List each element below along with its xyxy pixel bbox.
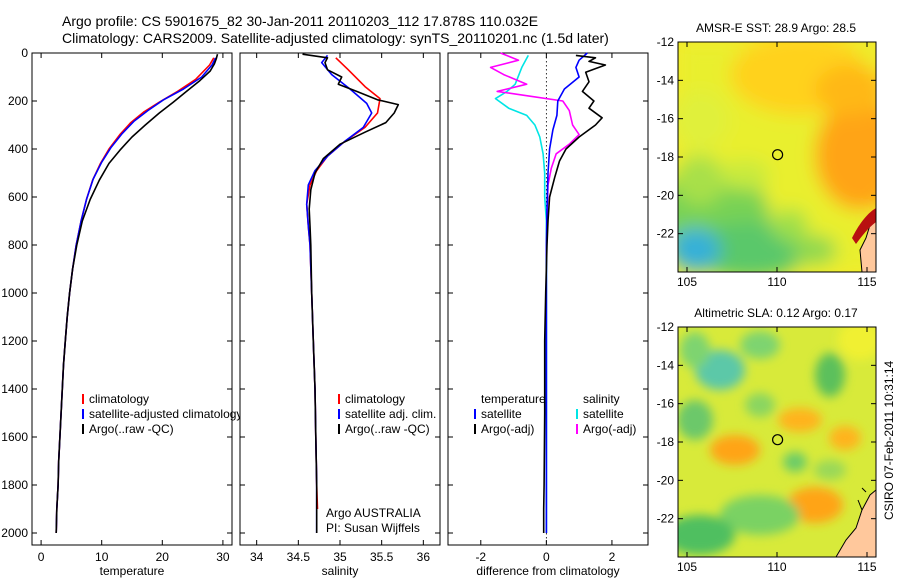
temperature-ytick-label: 2000: [1, 526, 28, 540]
difference-plot-frame: [447, 52, 649, 546]
sla-map-xtick-label: 105: [677, 560, 697, 574]
difference-series-salinity-argo-adj-: [489, 52, 580, 258]
sla-map-ticks: 105 110 115 -12 -14 -16 -18 -20 -22: [657, 320, 877, 574]
sla-map: Altimetric SLA: 0.12 Argo: 0.17: [657, 306, 877, 574]
difference-salinity-legend-label: salinity: [583, 392, 620, 406]
sst-map-ytick-label: -12: [657, 35, 675, 49]
sla-map-ytick-label: -14: [657, 358, 675, 372]
sla-map-ytick-label: -16: [657, 397, 675, 411]
temperature-series-argo-raw-qc-: [55, 53, 219, 534]
sst-float-marker: [771, 149, 784, 161]
difference-salinity-legend-label: satellite: [583, 407, 624, 421]
temperature-ytick-label: 1800: [1, 478, 28, 492]
pi-annotation: PI: Susan Wijffels: [326, 521, 420, 535]
sla-map-field: [678, 327, 876, 555]
difference-xlabel: difference from climatology: [476, 564, 619, 578]
float-owner-annotation: Argo AUSTRALIA: [326, 506, 421, 520]
difference-series-temperature-argo-adj-: [542, 54, 607, 533]
temperature-ytick-label: 200: [8, 94, 28, 108]
temperature-legend-label: satellite-adjusted climatology: [89, 407, 242, 421]
csiro-timestamp: CSIRO 07-Feb-2011 10:31:14: [882, 360, 896, 520]
difference-temperature-legend-label: Argo(-adj): [481, 422, 534, 436]
salinity-series-argo-raw-qc-: [302, 53, 400, 533]
sst-map-ticks: 105 110 115 -12 -14 -16 -18 -20 -22: [657, 35, 877, 289]
salinity-profile-panel: 34 34.5 35 35.5 36 salinity climatologysatelli…: [239, 52, 441, 578]
salinity-xtick-label: 35.5: [370, 550, 394, 564]
temperature-ytick-label: 1000: [1, 286, 28, 300]
difference-xtick-label: -2: [475, 550, 486, 564]
temperature-ytick-label: 1600: [1, 430, 28, 444]
sst-map-field: [678, 42, 876, 272]
salinity-xtick-label: 34.5: [287, 550, 311, 564]
temperature-ytick-label: 0: [21, 46, 28, 60]
sst-map-ytick-label: -20: [657, 188, 675, 202]
sla-map-xtick-label: 110: [767, 560, 786, 574]
sst-map-xtick-label: 110: [767, 275, 786, 289]
sst-map-xtick-label: 105: [677, 275, 697, 289]
salinity-legend-label: Argo(..raw -QC): [345, 422, 430, 436]
temperature-legend-label: climatology: [89, 392, 149, 406]
temperature-ytick-label: 1400: [1, 382, 28, 396]
temperature-ytick-label: 800: [8, 238, 28, 252]
sst-map-xtick-label: 115: [857, 275, 876, 289]
temperature-ytick-label: 400: [8, 142, 28, 156]
figure-title-line2: Climatology: CARS2009. Satellite-adjuste…: [62, 30, 609, 46]
temperature-plot-frame: [31, 52, 233, 546]
sla-map-ytick-label: -18: [657, 435, 675, 449]
temperature-ytick-label: 1200: [1, 334, 28, 348]
temperature-profile-panel: 0 10 20 30 temperature 0 200 400 600 800 1000 1200 1…: [1, 46, 242, 578]
salinity-plot-frame: [239, 52, 441, 546]
salinity-xtick-label: 35: [333, 550, 347, 564]
sla-map-ytick-label: -20: [657, 473, 675, 487]
sla-map-ytick-label: -12: [657, 320, 675, 334]
temperature-xtick-label: 0: [38, 550, 45, 564]
salinity-xlabel: salinity: [322, 564, 359, 578]
salinity-xtick-label: 34: [250, 550, 264, 564]
temperature-ytick-label: 600: [8, 190, 28, 204]
sst-map-ytick-label: -16: [657, 112, 675, 126]
difference-xtick-label: 2: [609, 550, 616, 564]
sst-map-ytick-label: -18: [657, 150, 675, 164]
sla-map-title: Altimetric SLA: 0.12 Argo: 0.17: [694, 306, 858, 320]
temperature-xtick-label: 20: [156, 550, 170, 564]
sst-map-title: AMSR-E SST: 28.9 Argo: 28.5: [696, 21, 856, 35]
salinity-legend-label: satellite adj. clim.: [345, 407, 436, 421]
sla-float-marker: [771, 434, 784, 446]
difference-temperature-legend-label: satellite: [481, 407, 522, 421]
difference-temperature-legend-label: temperature: [481, 392, 546, 406]
difference-xtick-label: 0: [543, 550, 550, 564]
salinity-legend-label: climatology: [345, 392, 405, 406]
difference-salinity-legend-label: Argo(-adj): [583, 422, 636, 436]
sla-map-xtick-label: 115: [857, 560, 876, 574]
temperature-xtick-label: 10: [95, 550, 109, 564]
temperature-xlabel: temperature: [100, 564, 165, 578]
temperature-xtick-label: 30: [216, 550, 230, 564]
temperature-legend-label: Argo(..raw -QC): [89, 422, 174, 436]
salinity-xtick-label: 36: [417, 550, 431, 564]
sla-map-ytick-label: -22: [657, 512, 675, 526]
sst-map-ytick-label: -14: [657, 73, 675, 87]
sst-map: AMSR-E SST: 28.9 Argo: 28.5 105 110 1: [657, 21, 877, 289]
sst-map-ytick-label: -22: [657, 227, 675, 241]
figure-title-line1: Argo profile: CS 5901675_82 30-Jan-2011 …: [62, 13, 538, 29]
